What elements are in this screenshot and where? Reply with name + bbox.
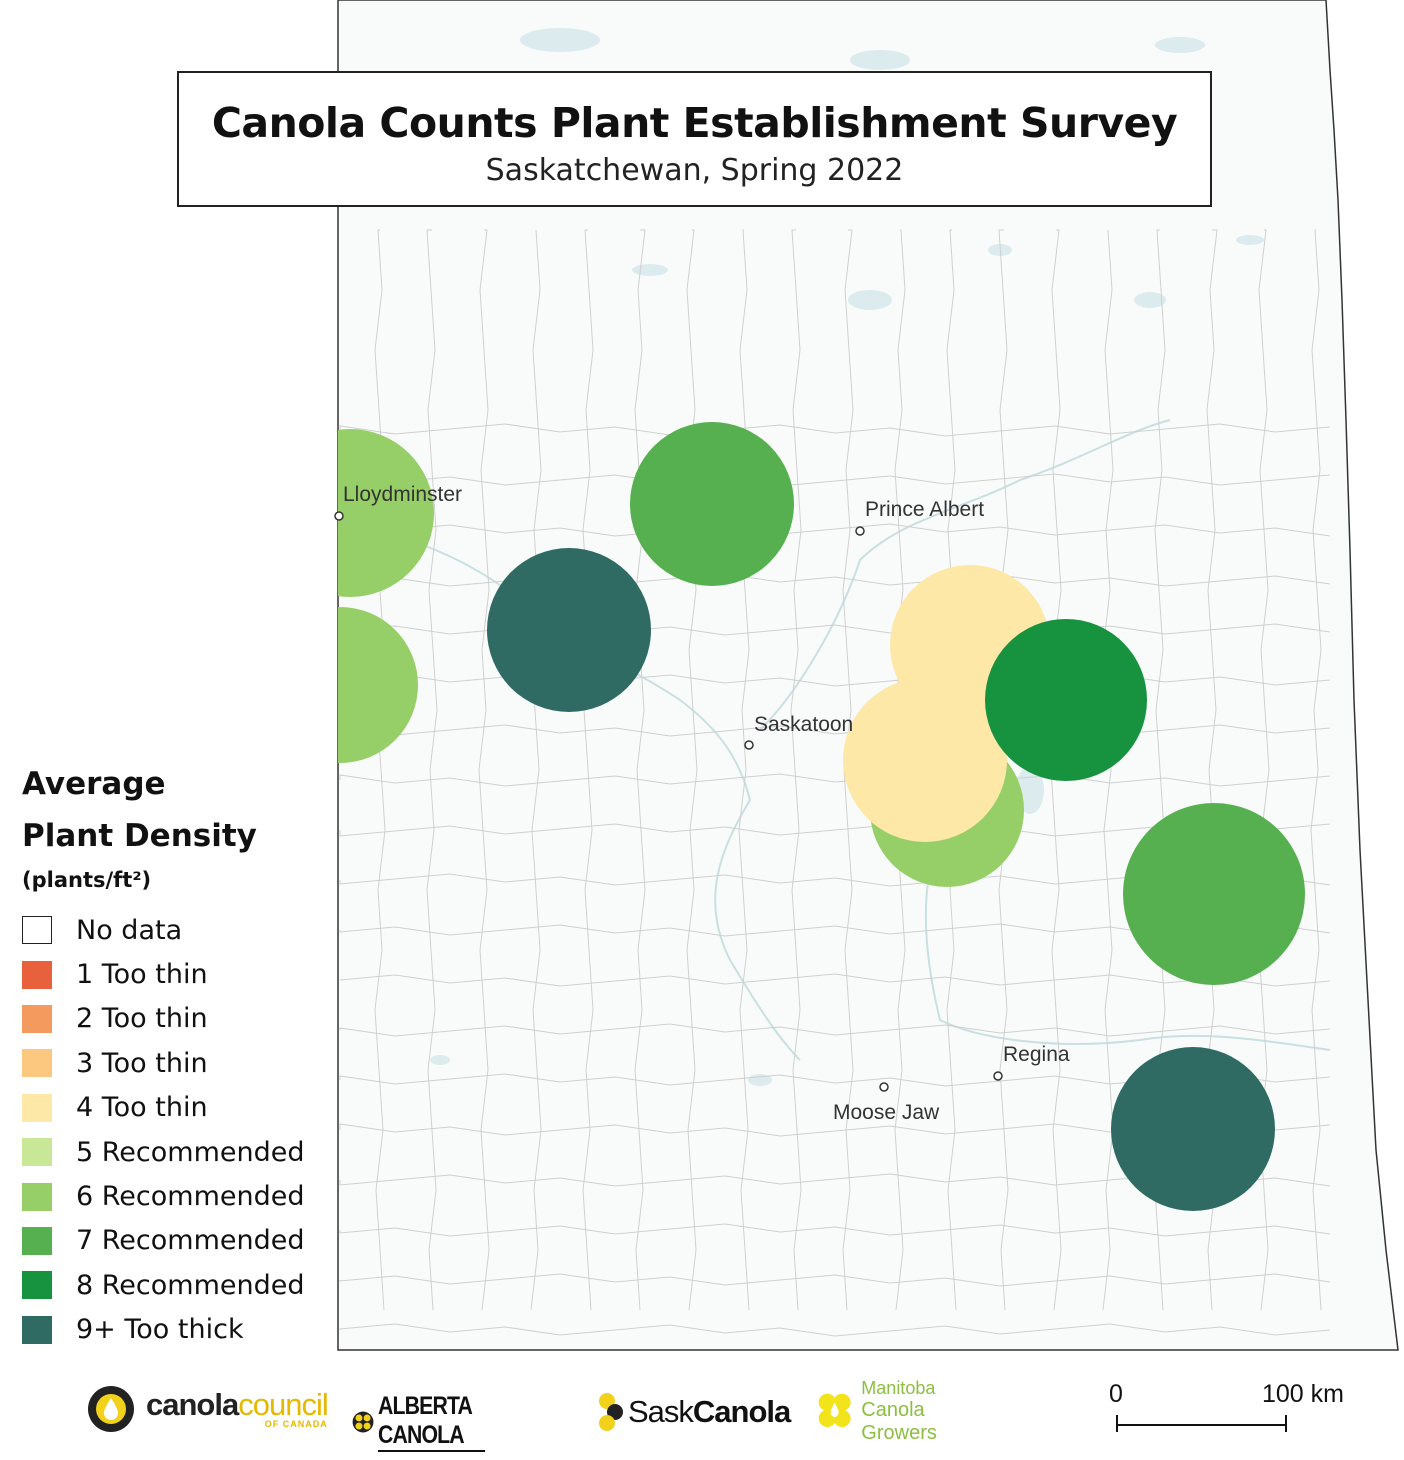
city-label-regina: Regina (1003, 1043, 1070, 1066)
legend-swatch (22, 1004, 52, 1033)
legend: Average Plant Density (plants/ft²) No da… (22, 758, 322, 1352)
survey-circle (843, 678, 1007, 842)
city-marker-saskatoon (744, 740, 754, 750)
survey-circle (487, 548, 651, 712)
city-marker-regina (993, 1071, 1003, 1081)
legend-items: No data 1 Too thin 2 Too thin 3 Too thin 4 T… (22, 908, 322, 1352)
manitoba-canola-logo: Manitoba Canola Growers (814, 1378, 958, 1445)
legend-swatch (22, 1226, 52, 1255)
legend-swatch (22, 1315, 52, 1344)
sask-canola-logo: SaskCanola (598, 1392, 791, 1432)
legend-label: 7 Recommended (76, 1225, 305, 1257)
legend-unit: (plants/ft²) (22, 868, 152, 892)
scale-end-label: 100 km (1262, 1380, 1344, 1408)
manitoba-line1: Manitoba (861, 1378, 936, 1398)
title-box: Canola Counts Plant Establishment Survey… (177, 71, 1212, 207)
sask-canola-s-icon (599, 1393, 623, 1431)
canola-council-logo: canolacouncil OF CANADA (86, 1384, 329, 1434)
scale-bar: 0 100 km (1100, 1380, 1360, 1440)
legend-row: 3 Too thin (22, 1041, 322, 1085)
city-marker-prince-albert (855, 526, 865, 536)
survey-circle (338, 429, 434, 597)
legend-label: 9+ Too thick (76, 1314, 244, 1346)
survey-circle (338, 607, 418, 763)
legend-swatch (22, 1271, 52, 1300)
alberta-flower-icon (352, 1411, 374, 1433)
legend-row: No data (22, 908, 322, 952)
canola-drop-icon (88, 1386, 134, 1432)
sask-canola-word2: Canola (692, 1394, 791, 1429)
scale-start-label: 0 (1109, 1380, 1123, 1408)
canola-council-word2: council (238, 1387, 328, 1422)
map-title: Canola Counts Plant Establishment Survey (211, 99, 1178, 147)
legend-swatch (22, 916, 52, 945)
legend-swatch (22, 960, 52, 989)
legend-row: 7 Recommended (22, 1219, 322, 1263)
survey-circles (338, 422, 1305, 1211)
legend-row: 6 Recommended (22, 1174, 322, 1218)
legend-label: 8 Recommended (76, 1269, 305, 1301)
city-marker-lloydminster (334, 511, 344, 521)
canola-council-word1: canola (146, 1387, 239, 1422)
city-label-prince-albert: Prince Albert (865, 498, 985, 521)
legend-label: 5 Recommended (76, 1136, 305, 1168)
manitoba-flower-icon (818, 1394, 851, 1428)
canola-council-sub: OF CANADA (264, 1419, 328, 1429)
legend-swatch (22, 1049, 52, 1078)
legend-row: 4 Too thin (22, 1086, 322, 1130)
survey-circle (630, 422, 794, 586)
city-label-moose-jaw: Moose Jaw (833, 1101, 940, 1124)
legend-label: 2 Too thin (76, 1003, 208, 1035)
legend-label: 3 Too thin (76, 1047, 208, 1079)
legend-label: 1 Too thin (76, 959, 208, 991)
legend-title-line1: Average (22, 766, 166, 802)
scale-line (1116, 1415, 1287, 1432)
legend-title-line2: Plant Density (22, 818, 257, 854)
survey-circle (1111, 1047, 1275, 1211)
city-label-saskatoon: Saskatoon (754, 713, 854, 736)
legend-row: 1 Too thin (22, 952, 322, 996)
legend-row: 2 Too thin (22, 997, 322, 1041)
city-marker-moose-jaw (879, 1082, 889, 1092)
map-subtitle: Saskatchewan, Spring 2022 (485, 153, 904, 188)
legend-swatch (22, 1093, 52, 1122)
survey-circle (1123, 803, 1305, 985)
province-shape (337, 0, 1399, 1351)
legend-row: 9+ Too thick (22, 1308, 322, 1352)
city-markers (334, 511, 1003, 1092)
legend-swatch (22, 1138, 52, 1167)
legend-row: 8 Recommended (22, 1263, 322, 1307)
legend-label: No data (76, 914, 183, 946)
legend-label: 4 Too thin (76, 1092, 208, 1124)
survey-circle (985, 619, 1147, 781)
alberta-canola-text: ALBERTA CANOLA (378, 1392, 485, 1452)
alberta-canola-logo: ALBERTA CANOLA (352, 1392, 504, 1452)
city-label-lloydminster: Lloydminster (343, 483, 463, 506)
legend-row: 5 Recommended (22, 1130, 322, 1174)
manitoba-line2: Canola Growers (861, 1398, 937, 1444)
sask-canola-word1: Sask (628, 1394, 694, 1429)
legend-swatch (22, 1182, 52, 1211)
legend-label: 6 Recommended (76, 1181, 305, 1213)
